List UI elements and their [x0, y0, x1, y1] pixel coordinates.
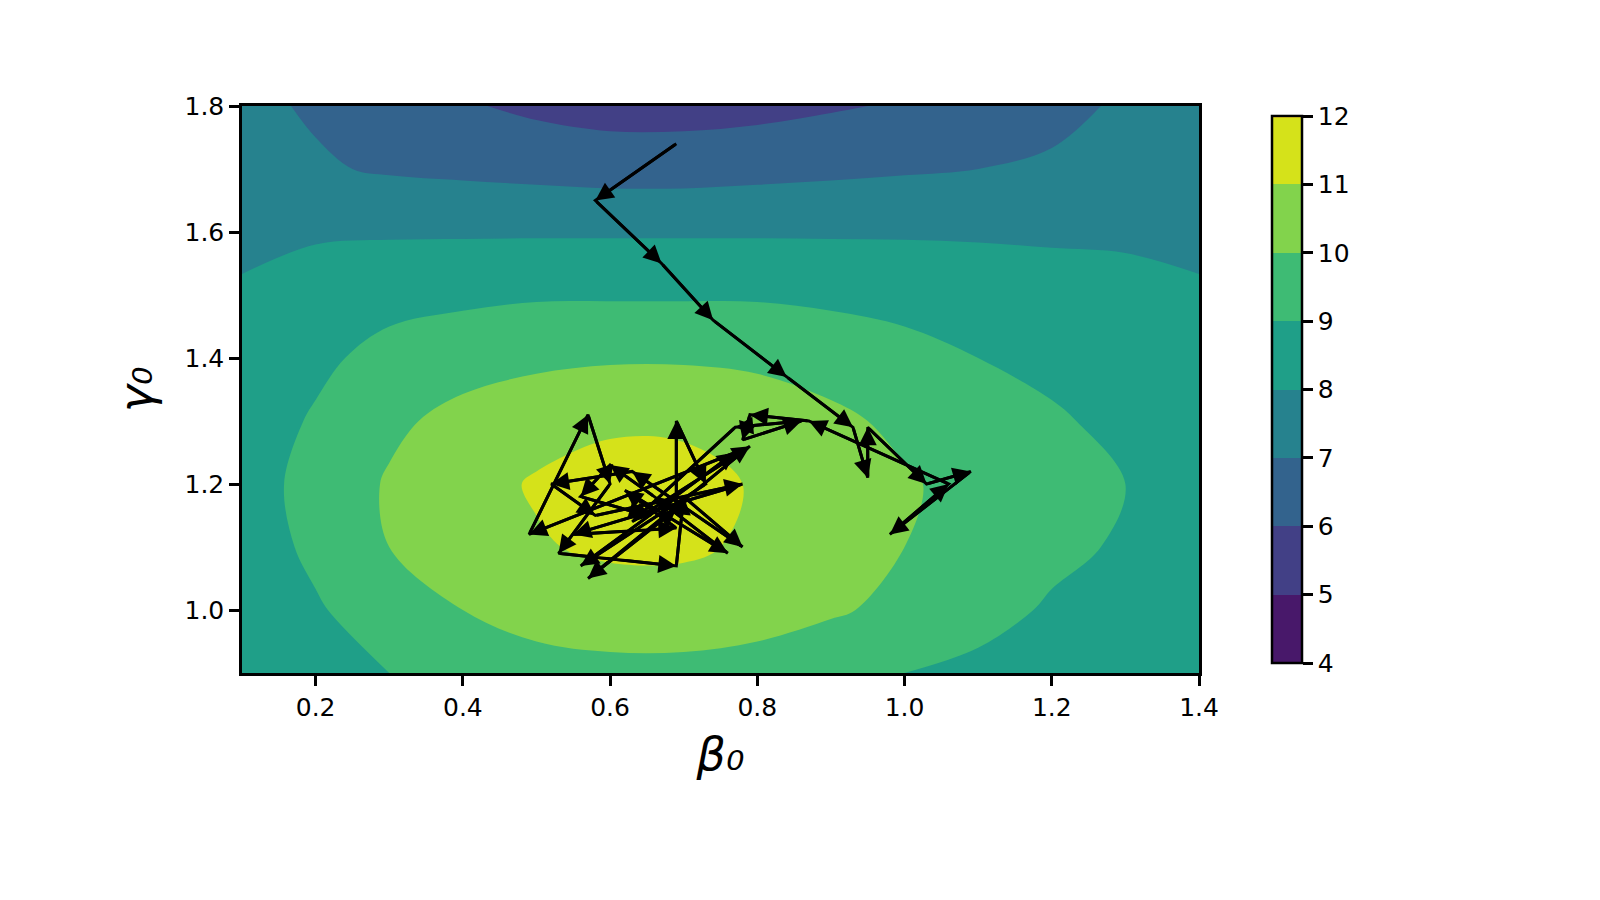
svg-text:1.4: 1.4	[1179, 693, 1219, 722]
svg-text:1.0: 1.0	[885, 693, 925, 722]
svg-text:1.6: 1.6	[184, 218, 224, 247]
svg-text:8: 8	[1318, 375, 1334, 404]
svg-text:1.4: 1.4	[184, 344, 224, 373]
svg-text:β₀: β₀	[696, 727, 745, 781]
svg-text:1.2: 1.2	[184, 470, 224, 499]
svg-text:6: 6	[1318, 512, 1334, 541]
svg-text:0.2: 0.2	[296, 693, 336, 722]
svg-text:5: 5	[1318, 580, 1334, 609]
svg-text:0.4: 0.4	[443, 693, 483, 722]
svg-text:9: 9	[1318, 307, 1334, 336]
svg-text:12: 12	[1318, 102, 1350, 131]
svg-text:4: 4	[1318, 649, 1334, 678]
svg-text:0.8: 0.8	[737, 693, 777, 722]
svg-text:0.6: 0.6	[590, 693, 630, 722]
svg-text:1.0: 1.0	[184, 596, 224, 625]
svg-text:11: 11	[1318, 170, 1350, 199]
svg-text:10: 10	[1318, 239, 1350, 268]
svg-text:1.2: 1.2	[1032, 693, 1072, 722]
svg-text:1.8: 1.8	[184, 92, 224, 121]
svg-text:7: 7	[1318, 444, 1334, 473]
svg-text:γ₀: γ₀	[109, 367, 163, 413]
